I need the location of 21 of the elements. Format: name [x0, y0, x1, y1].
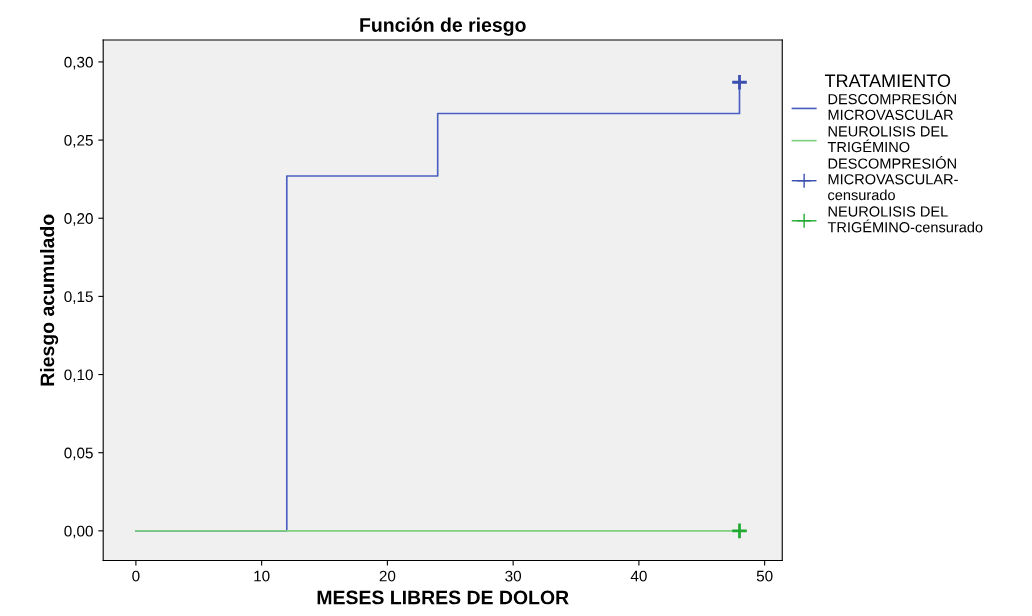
legend-label: NEUROLISIS DEL TRIGÉMINO-censurado: [827, 206, 983, 233]
x-axis-title: MESES LIBRES DE DOLOR: [317, 590, 569, 605]
x-tick-label: 30: [505, 570, 522, 582]
y-tick-label: 0,20: [64, 213, 93, 226]
chart-title: Función de riesgo: [360, 17, 526, 36]
y-tick-label: 0,30: [64, 56, 93, 70]
x-tick-label: 20: [379, 570, 396, 582]
x-tick-label: 40: [630, 570, 647, 582]
y-tick-label: 0,10: [64, 369, 93, 383]
y-tick-label: 0,05: [64, 447, 93, 461]
legend-label: DESCOMPRESIÓN MICROVASCULAR: [828, 91, 956, 121]
y-tick-label: 0,25: [64, 134, 93, 148]
legend-title: TRATAMIENTO: [824, 74, 951, 88]
x-tick-label: 10: [254, 570, 270, 582]
legend-label: DESCOMPRESIÓN MICROVASCULAR- censurado: [828, 155, 958, 201]
y-tick-label: 0,00: [64, 525, 93, 539]
y-axis-title: Riesgo acumulado: [39, 214, 59, 386]
x-tick-label: 0: [132, 570, 140, 582]
legend-label: NEUROLISIS DEL TRIGÉMINO: [827, 126, 948, 153]
y-tick-label: 0,15: [64, 291, 93, 304]
x-tick-label: 50: [756, 570, 773, 582]
